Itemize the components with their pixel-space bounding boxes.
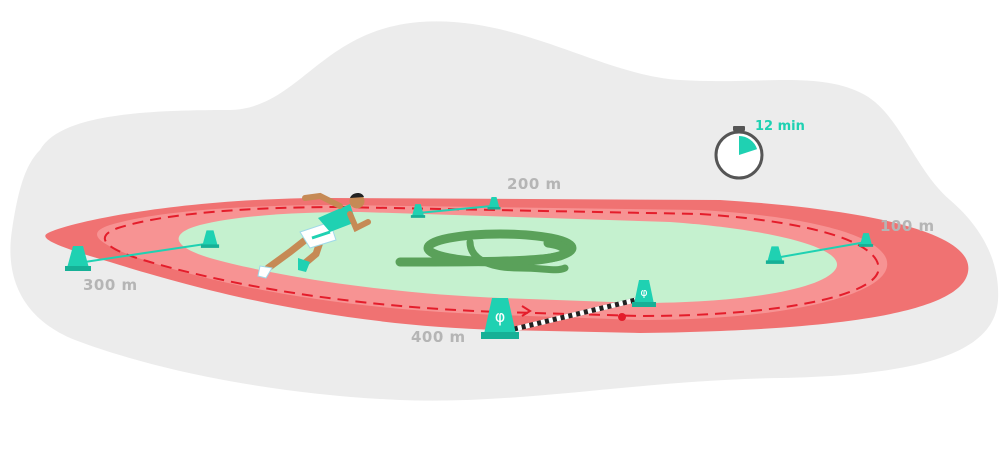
- lane-dash-line: [103, 205, 880, 318]
- marker-lines: [77, 205, 867, 264]
- distance-label-200: 200 m: [507, 175, 562, 193]
- traffic-cone-icon: [487, 197, 501, 210]
- traffic-cone-icon: φ: [632, 280, 656, 307]
- distance-label-300: 300 m: [83, 276, 138, 294]
- timer-label: 12 min: [755, 119, 805, 134]
- stopwatch-icon: [714, 126, 764, 180]
- cone-symbol: φ: [640, 286, 647, 299]
- distance-label-400: 400 m: [411, 328, 466, 346]
- brand-logo: [395, 229, 577, 274]
- traffic-cone-icon: [65, 246, 91, 271]
- start-dot: [618, 313, 626, 321]
- direction-arrow-icon: [521, 305, 532, 317]
- traffic-cone-icon: [410, 204, 426, 218]
- timer-elapsed-sector: [739, 136, 758, 155]
- traffic-cone-icon: φ: [481, 298, 519, 339]
- cone-symbol: φ: [495, 307, 506, 326]
- traffic-cone-icon: [858, 233, 874, 247]
- runner-figure: [257, 192, 371, 279]
- start-line: [509, 296, 641, 333]
- traffic-cone-icon: [200, 230, 220, 248]
- traffic-cone-icon: [765, 246, 785, 264]
- distance-label-100: 100 m: [880, 217, 935, 235]
